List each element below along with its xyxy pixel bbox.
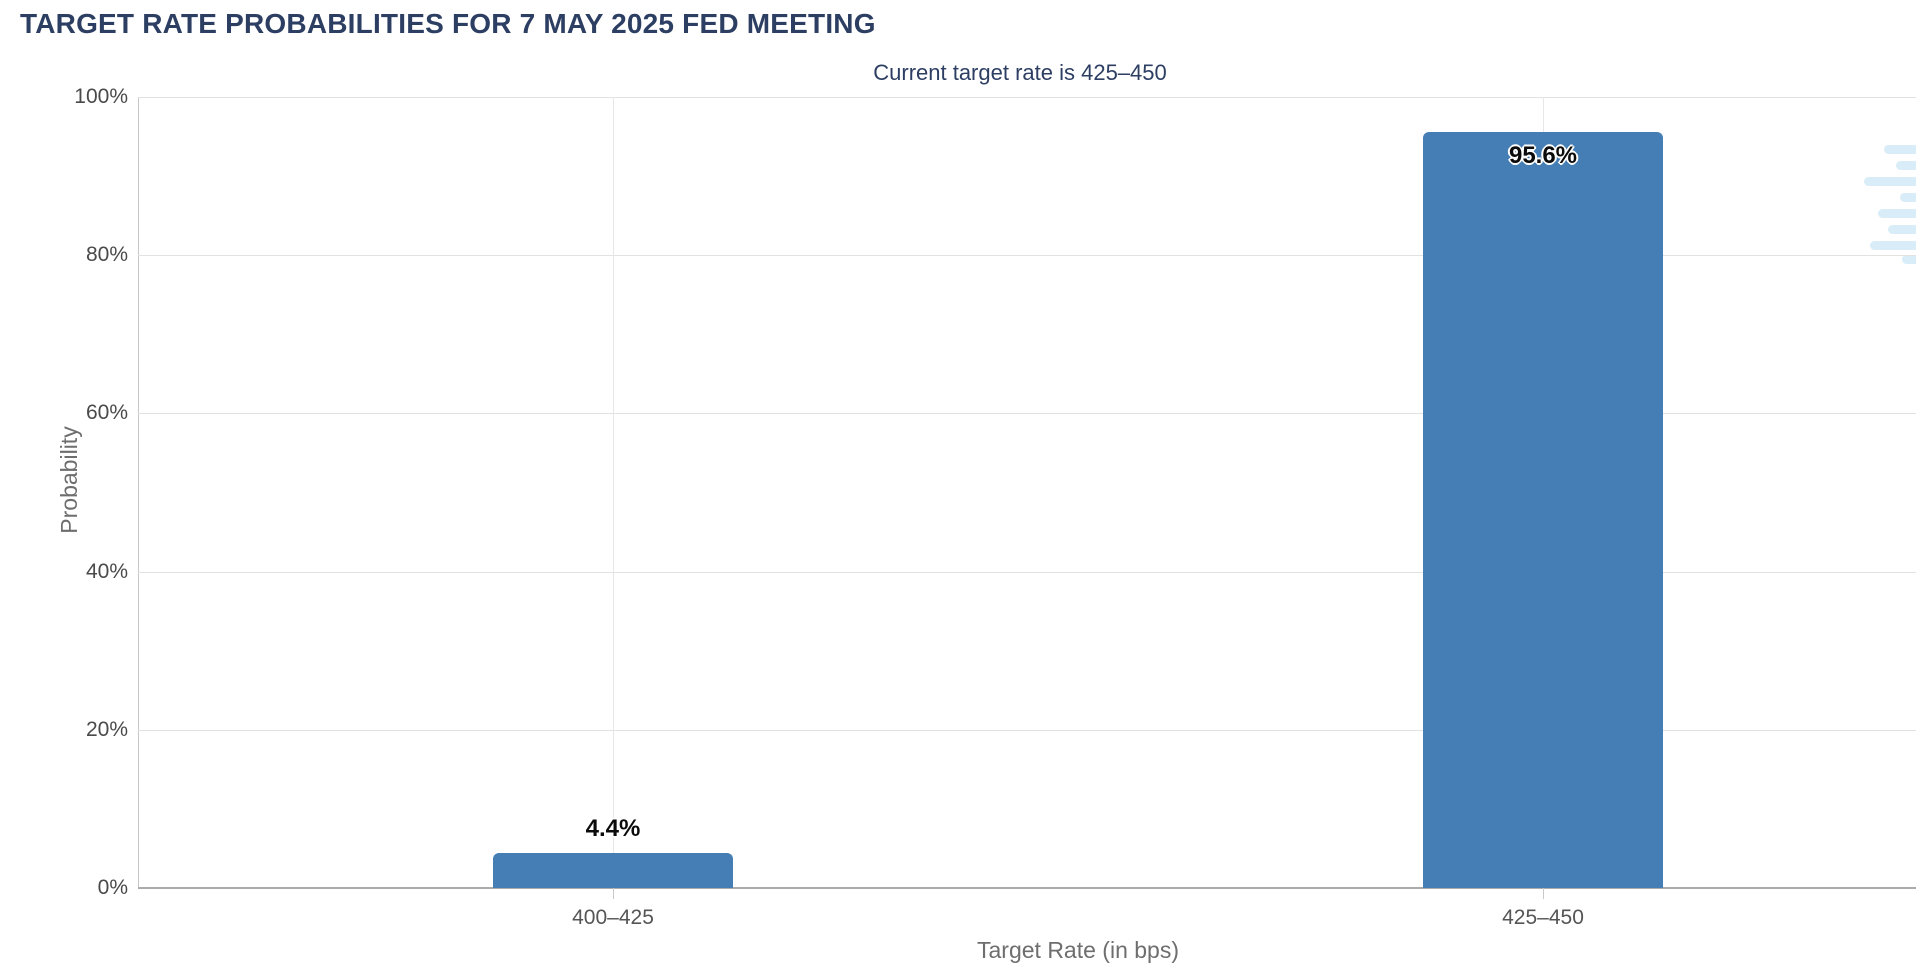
y-tick-label: 80% bbox=[85, 243, 128, 267]
x-tick-label: 400–425 bbox=[572, 906, 654, 929]
gridline-vertical bbox=[613, 97, 614, 888]
x-axis-title: Target Rate (in bps) bbox=[977, 937, 1179, 963]
y-axis-title: Probability bbox=[56, 426, 83, 534]
y-tick-label: 40% bbox=[85, 559, 128, 583]
watermark-icon bbox=[1852, 145, 1916, 265]
watermark-stripe bbox=[1864, 177, 1916, 186]
bar-value-label: 95.6% bbox=[1508, 141, 1578, 169]
watermark-stripe bbox=[1896, 161, 1916, 170]
y-tick-label: 20% bbox=[85, 717, 128, 741]
y-tick-label: 100% bbox=[74, 85, 128, 108]
gridline-horizontal bbox=[138, 97, 1916, 98]
watermark-stripe bbox=[1878, 209, 1916, 218]
probability-bar[interactable] bbox=[493, 853, 733, 888]
plot-area: Target Rate (in bps) 0% 20% 40% 60% 80% 100% 4… bbox=[74, 85, 1916, 963]
chart-title: TARGET RATE PROBABILITIES FOR 7 MAY 2025… bbox=[20, 8, 876, 39]
x-axis-line bbox=[138, 887, 1916, 889]
x-axis-tick bbox=[613, 888, 614, 899]
gridline-horizontal bbox=[138, 413, 1916, 415]
watermark-stripe bbox=[1902, 255, 1916, 264]
gridline-horizontal bbox=[138, 729, 1916, 731]
y-axis-line bbox=[138, 97, 139, 888]
watermark-stripe bbox=[1870, 241, 1916, 250]
watermark-stripe bbox=[1888, 225, 1916, 234]
y-tick-label: 60% bbox=[85, 401, 128, 425]
bar-value-label: 4.4% bbox=[585, 815, 641, 843]
gridline-horizontal bbox=[138, 255, 1916, 257]
gridline-horizontal bbox=[138, 571, 1916, 573]
watermark-stripe bbox=[1900, 193, 1916, 202]
x-axis-tick bbox=[1543, 888, 1544, 899]
y-tick-label: 0% bbox=[97, 876, 128, 899]
chart-subtitle: Current target rate is 425–450 bbox=[873, 60, 1167, 85]
x-tick-label: 425–450 bbox=[1502, 906, 1584, 929]
watermark-stripe bbox=[1884, 145, 1916, 154]
probability-bar[interactable] bbox=[1423, 131, 1663, 888]
